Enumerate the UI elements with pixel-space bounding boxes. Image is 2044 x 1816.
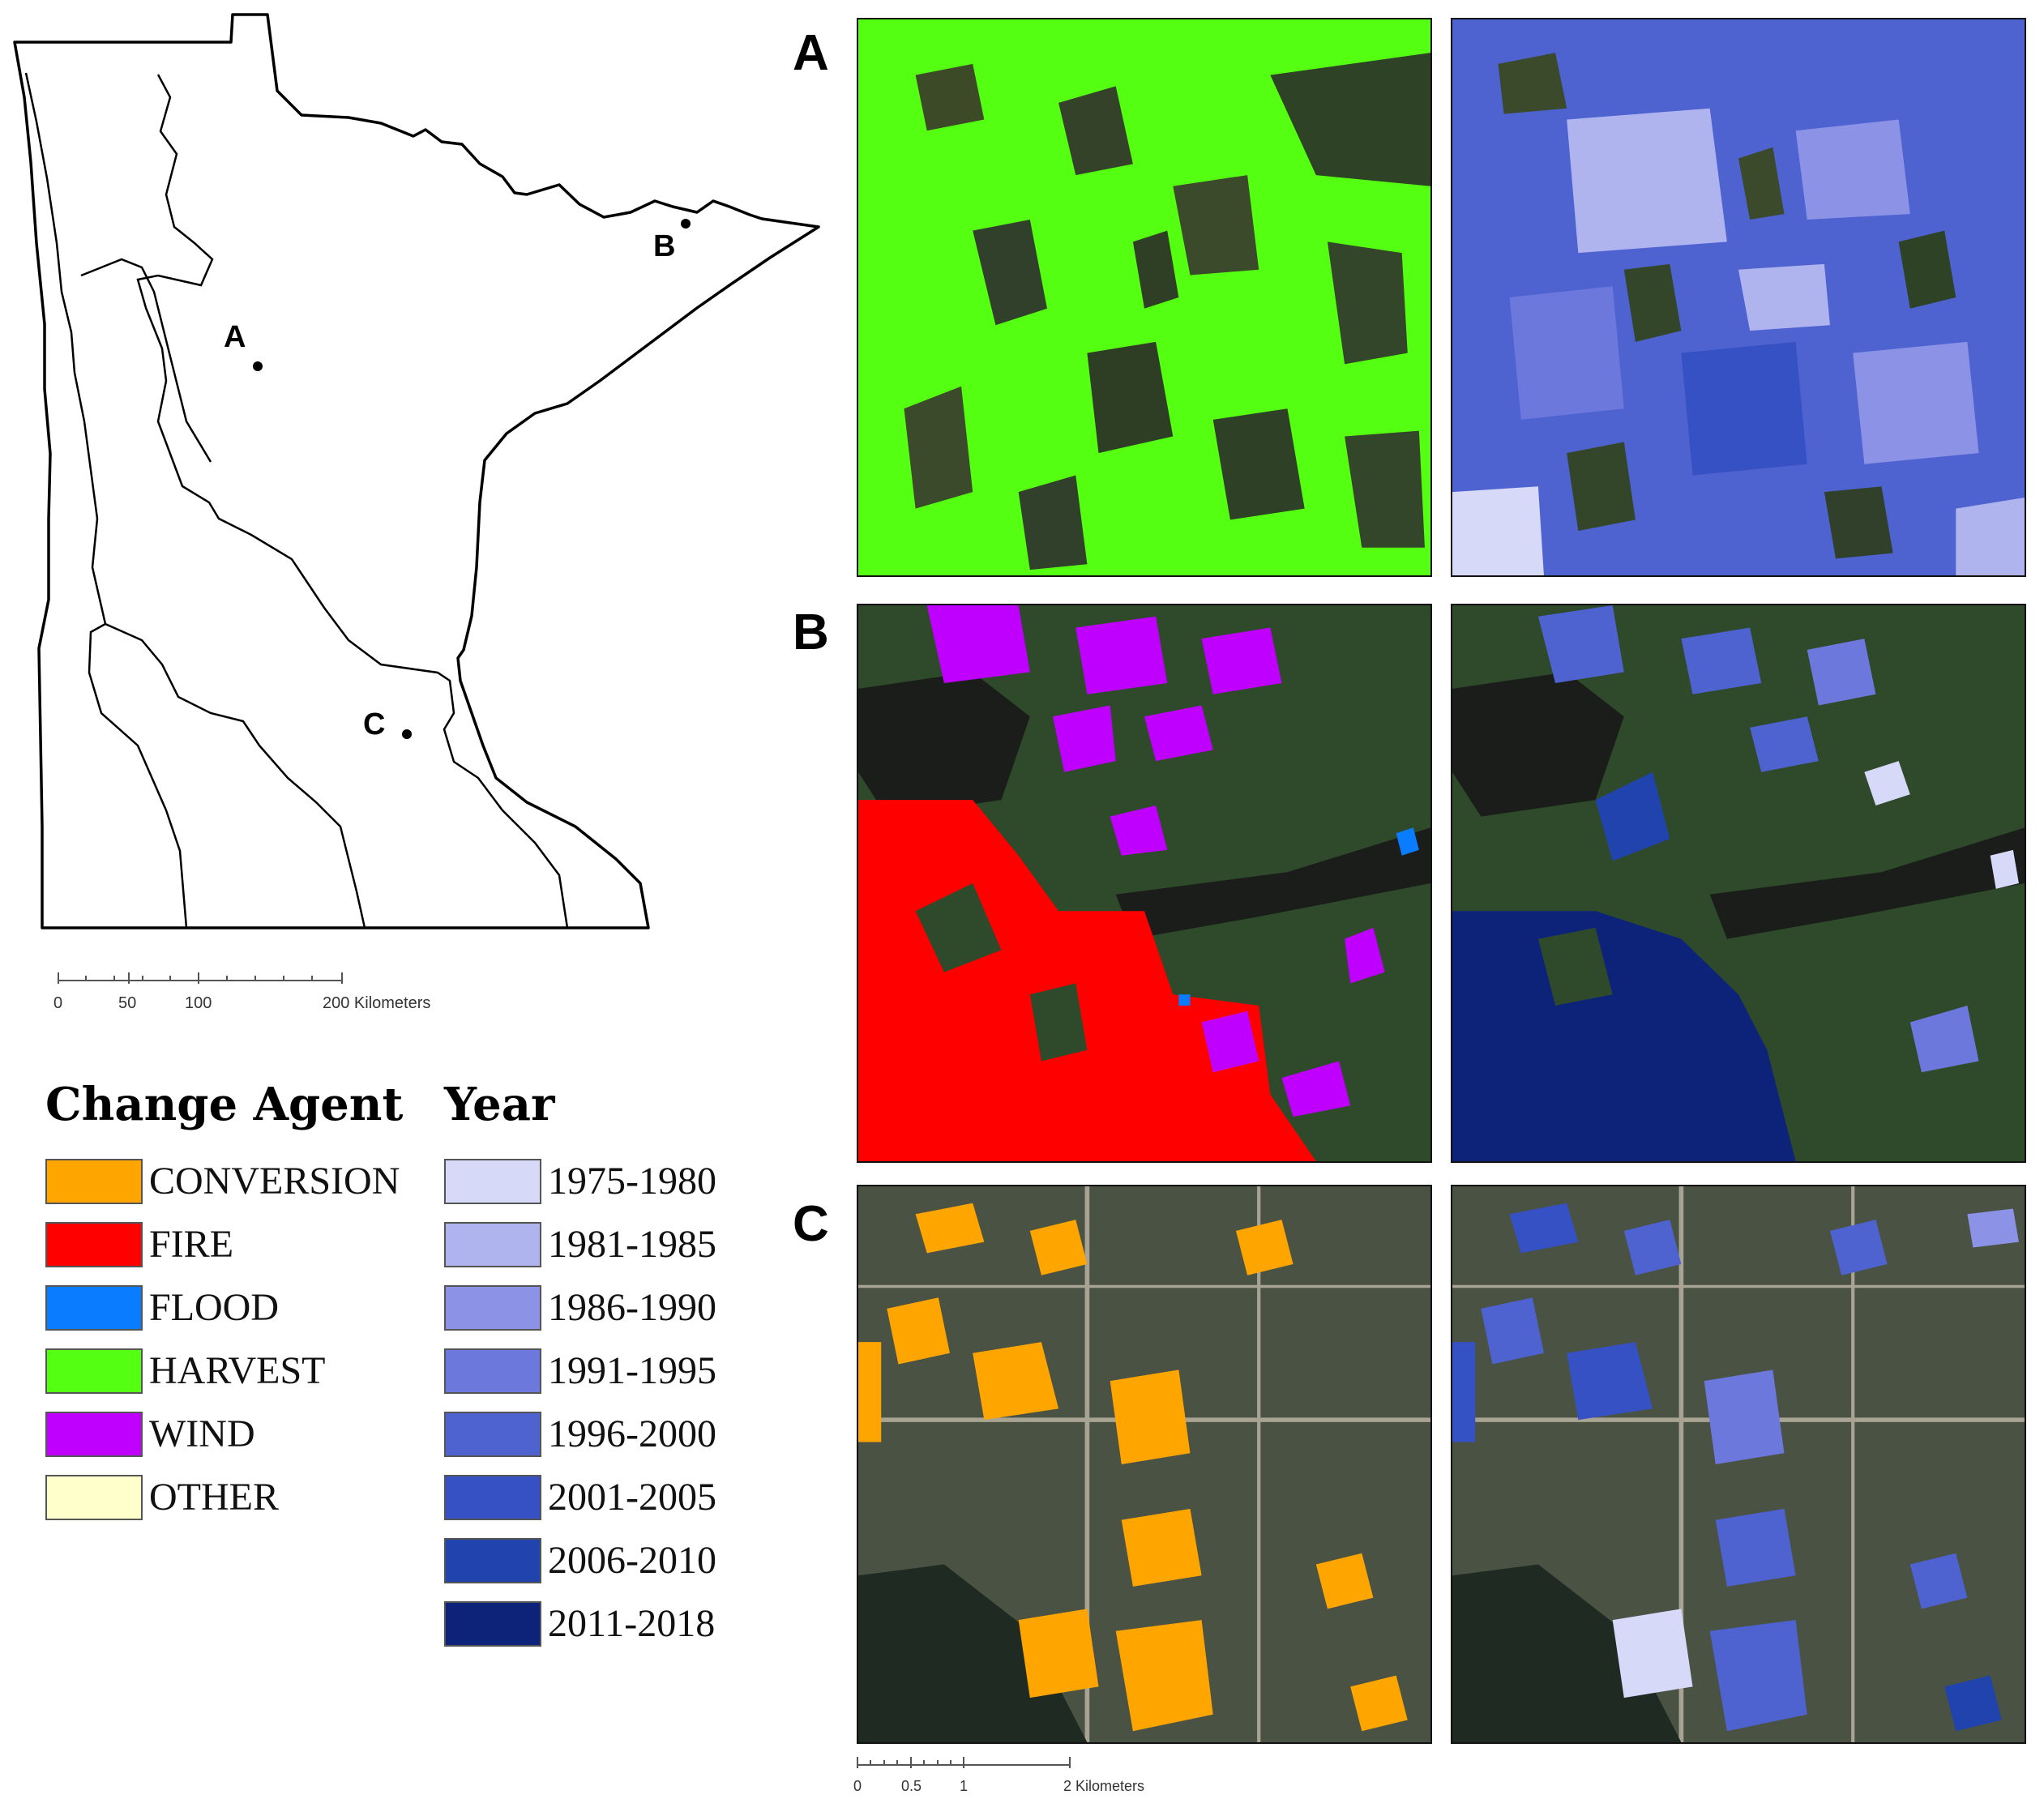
- legend-year-item-swatch: [444, 1475, 541, 1520]
- legend-year-item-swatch: [444, 1412, 541, 1457]
- legend-year-title: Year: [444, 1078, 555, 1131]
- legend-year-item-label: 2006-2010: [548, 1539, 716, 1582]
- panel-b-change-agent: [857, 604, 1432, 1163]
- ecoregion-boundary-central: [136, 74, 569, 929]
- row-label-a: A: [793, 25, 829, 81]
- legend-year-item-swatch: [444, 1601, 541, 1647]
- site-marker-b: [681, 219, 691, 229]
- legend-change-agent-title: Change Agent: [45, 1078, 404, 1131]
- state-border: [13, 13, 820, 929]
- panel-a-year: [1451, 18, 2026, 577]
- state-scalebar: 0 50 100 200 Kilometers: [53, 972, 430, 1012]
- site-marker-c: [402, 729, 412, 739]
- ecoregion-boundary-south: [105, 622, 366, 929]
- legend-year-item-label: 1981-1985: [548, 1223, 716, 1266]
- legend-year-item-label: 2011-2018: [548, 1602, 716, 1645]
- panel-scale-tick-0-5: 0.5: [901, 1778, 922, 1794]
- legend-change-agent-item-swatch: [45, 1285, 143, 1331]
- state-scale-tick-50: 50: [118, 994, 136, 1012]
- row-label-b: B: [793, 605, 829, 660]
- legend-year-item-swatch: [444, 1222, 541, 1267]
- ecoregion-boundary-north: [80, 258, 212, 463]
- site-label-a: A: [224, 320, 246, 354]
- state-scale-tick-200: 200 Kilometers: [323, 994, 430, 1012]
- legend-year-item-label: 1996-2000: [548, 1412, 716, 1455]
- panel-b-year: [1451, 604, 2026, 1163]
- panel-c-year: [1451, 1185, 2026, 1744]
- state-scale-tick-0: 0: [53, 994, 62, 1012]
- legend-change-agent-item-swatch: [45, 1475, 143, 1520]
- row-label-c: C: [793, 1196, 829, 1252]
- ecoregion-boundary-west: [24, 72, 188, 929]
- legend-year-item-swatch: [444, 1159, 541, 1204]
- site-label-b: B: [653, 229, 675, 263]
- panel-scale-tick-2: 2 Kilometers: [1063, 1778, 1144, 1794]
- legend-change-agent-item-label: OTHER: [149, 1476, 279, 1519]
- panel-c-change-agent: [857, 1185, 1432, 1744]
- state-outline-map: A B C 0 50 100 200 Kilometers: [13, 13, 820, 1012]
- panel-scale-tick-0: 0: [853, 1778, 862, 1794]
- legend-change-agent-item-swatch: [45, 1222, 143, 1267]
- legend-change-agent-item-label: WIND: [149, 1412, 255, 1455]
- legend-change-agent-item-swatch: [45, 1348, 143, 1394]
- legend-year-item-swatch: [444, 1538, 541, 1583]
- legend-year-item-swatch: [444, 1348, 541, 1394]
- legend-change-agent-item-label: FLOOD: [149, 1286, 280, 1329]
- legend-year-item-label: 1991-1995: [548, 1349, 716, 1392]
- legend-year-item-label: 1975-1980: [548, 1160, 716, 1203]
- legend-change-agent-item-swatch: [45, 1412, 143, 1457]
- legend-year-item-label: 2001-2005: [548, 1476, 716, 1519]
- legend-change-agent-item-label: HARVEST: [149, 1349, 326, 1392]
- site-marker-a: [253, 361, 263, 371]
- legend-change-agent-item-swatch: [45, 1159, 143, 1204]
- site-label-c: C: [363, 707, 385, 741]
- state-scale-tick-100: 100: [185, 994, 212, 1012]
- legend-change-agent-item-label: FIRE: [149, 1223, 234, 1266]
- panel-scalebar: 0 0.5 1 2 Kilometers: [853, 1757, 1144, 1794]
- legend-year-item-label: 1986-1990: [548, 1286, 716, 1329]
- panel-scale-tick-1: 1: [960, 1778, 968, 1794]
- legend-change-agent-item-label: CONVERSION: [149, 1160, 400, 1203]
- legend-year-item-swatch: [444, 1285, 541, 1331]
- panel-a-change-agent: [857, 18, 1432, 577]
